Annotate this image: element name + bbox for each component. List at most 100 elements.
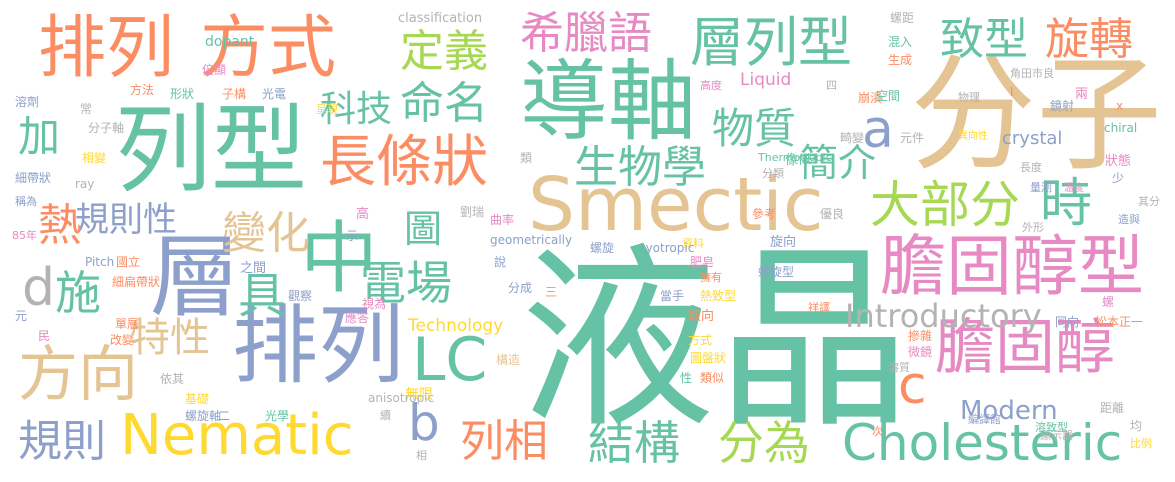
word-bili: 比例 [1130, 437, 1152, 450]
word-a: a [862, 100, 894, 160]
word-min: 改變 [110, 333, 135, 347]
word-classification: classification [398, 11, 483, 26]
word-i: 兩 [1075, 87, 1089, 102]
word-gao: 像似 [785, 153, 812, 168]
word-yingda: 分成 [508, 281, 533, 295]
word-rongji: 85年 [12, 229, 37, 242]
word-beixian: 分子軸 [88, 121, 125, 135]
word-qifen: 其分 [1138, 195, 1160, 208]
word-canza: 摻雜 [908, 329, 933, 343]
word-feizao: 當手 [660, 289, 685, 303]
word-danguchunxing: 膽固醇型 [880, 228, 1144, 305]
word-leisi: 螺距 [890, 11, 915, 25]
word-wendu: 溫度 [1064, 183, 1084, 194]
word-85nian: geometrically [490, 233, 573, 247]
word-bengkui: 空間 [876, 89, 901, 103]
word-hunru: 生成 [888, 53, 913, 67]
word-guize: 規則 [18, 416, 106, 467]
word-weijing: 微鏡 [908, 345, 933, 359]
word-jun: 均 [1130, 419, 1143, 433]
word-lei: 分類 [762, 167, 784, 180]
word-d: d [22, 258, 56, 318]
word-zigou: ray [75, 177, 95, 191]
word-dopant: dopant [205, 34, 255, 50]
word-fenwei: 分為 [718, 416, 810, 470]
word-chengwei: 曲率 [490, 213, 515, 227]
word-yongyou: 祥譯 [808, 301, 830, 314]
word-rongzhi: 溶質 [888, 361, 910, 374]
word-liang: 崩潰 [858, 91, 883, 105]
word-xu: 相 [416, 449, 427, 462]
word-xing: 類似 [700, 371, 725, 385]
word-zaoyu: 造與 [1118, 213, 1140, 226]
word-bianhua: 變化 [222, 208, 310, 259]
word-luoxuanzhou: 光學 [265, 409, 290, 423]
word-jiaotianshiliang: I [1010, 85, 1014, 99]
word-wuzhi: 物質 [712, 104, 797, 153]
word-si: 角田市良 [1010, 67, 1054, 80]
word-fenzi: 分子 [910, 41, 1162, 188]
word-shao: 少 [1112, 171, 1125, 185]
word-wuli: 鏡射 [1050, 99, 1075, 113]
word-technology: Technology [408, 316, 504, 336]
word-yuan: 單層 [115, 317, 140, 331]
word-shiwei: 三 [545, 285, 558, 299]
word-yixiangxing: chiral [1104, 121, 1138, 135]
word-pailie-top: 排列 [38, 9, 175, 88]
word-shuo: 圖盤狀 [690, 351, 727, 365]
word-wuxian: 子構 [222, 87, 247, 101]
word-re: 熱 [38, 200, 82, 251]
word-waixing: 外形 [1022, 221, 1044, 234]
word-tu: 圖 [404, 207, 443, 251]
word-tongxiang: 同向 [1055, 315, 1080, 329]
word-anisotropic: 無限 [405, 387, 433, 403]
word-guoli: 元 [15, 309, 28, 323]
word-fencheng: 說 [494, 255, 507, 269]
word-juli: 距離 [1100, 401, 1125, 415]
word-fangfa: 相變 [82, 151, 107, 165]
word-jibian: 元件 [900, 131, 925, 145]
word-c: c [898, 356, 927, 416]
word-kongjian: 物理 [958, 91, 980, 104]
word-xiangyi: 國立 [116, 255, 141, 269]
word-daozhou: 導軸 [520, 50, 697, 153]
word-shengcheng: 高度 [700, 79, 722, 92]
word-nematic: Nematic [120, 403, 354, 468]
word-luoju: 混入 [888, 35, 913, 49]
word-x: 畸變 [840, 131, 865, 145]
word-thermotropic: 資料 [682, 237, 704, 250]
word-luoxuan: 熱致型 [700, 289, 737, 303]
word-xiang: 性 [680, 371, 693, 385]
word-liangce: 量測 [1030, 181, 1052, 194]
word-ju: 具 [238, 268, 287, 324]
word-mingming: 命名 [400, 78, 488, 129]
word-keji: 科技 [320, 89, 393, 130]
word-qulv: 優良 [820, 207, 845, 221]
word-lyotropic: 螺旋型 [758, 265, 795, 279]
word-ziliao: 倍顯 [202, 63, 227, 77]
word-fangxiang: 方向 [18, 340, 138, 410]
word-dangshou: Pitch [85, 255, 115, 269]
word-zhixing: 致型 [940, 14, 1028, 65]
word-introductory: Introductory [845, 297, 1042, 335]
word-liurui: 常 [80, 102, 93, 116]
word-cankao: 肥皂 [690, 255, 715, 269]
word-xuanxiang: 方法 [130, 83, 155, 97]
word-guancha: 視為 [362, 297, 387, 311]
word-youliang: 擁有 [700, 271, 722, 284]
word-shi3: 參考 [752, 207, 777, 221]
word-ray: 劉瑞 [460, 205, 485, 219]
word-xiangbian: 高 [356, 207, 370, 222]
word-ci: 次 [872, 425, 883, 438]
word-jia: 加 [18, 112, 61, 161]
word-texing: 特性 [130, 315, 210, 361]
word-jingshe: x [1116, 99, 1124, 113]
word-songbenzhengyi: 松本正一 [1095, 315, 1144, 329]
word-xingzhuang: 細帶狀 [15, 171, 52, 185]
word-gaodu: 四 [826, 79, 837, 92]
word-luo: 螺 [1102, 295, 1115, 309]
word-lc: LC [412, 325, 488, 395]
word-shi: 時 [1040, 174, 1093, 234]
word-xiangsi: 螺旋 [590, 241, 615, 255]
